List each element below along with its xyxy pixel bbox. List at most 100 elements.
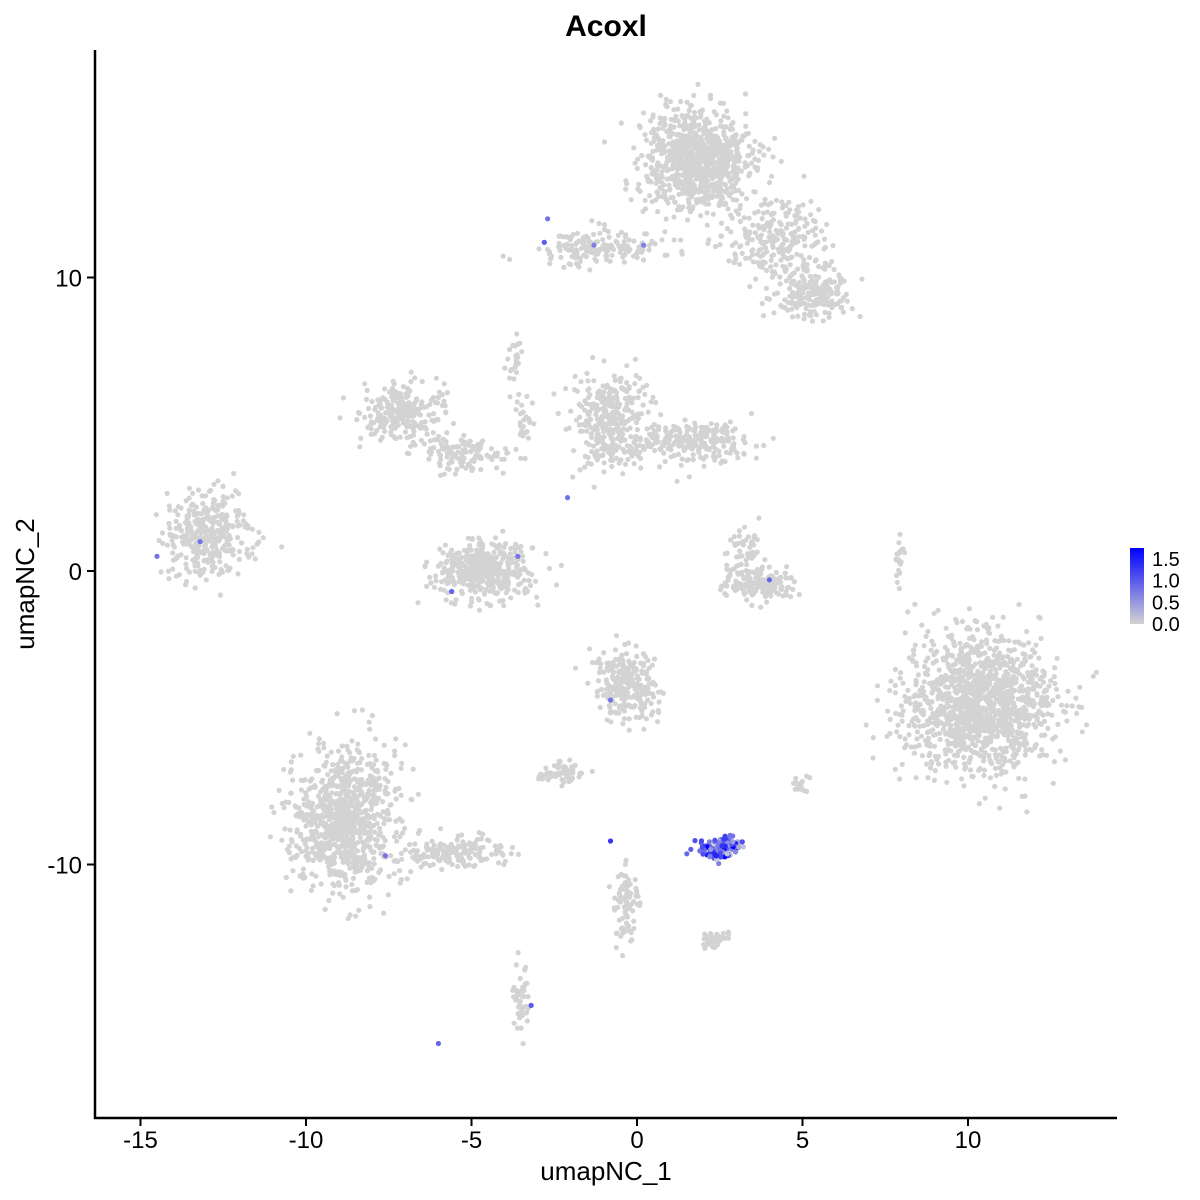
cell-point (772, 271, 778, 277)
cell-point (943, 691, 949, 697)
cell-point (936, 667, 942, 673)
cell-point (638, 465, 644, 471)
cell-point (589, 449, 595, 455)
cell-point (621, 259, 628, 265)
cell-point (183, 561, 189, 567)
cell-point (1050, 736, 1056, 742)
cell-point (981, 754, 987, 761)
cell-point (840, 309, 847, 315)
cell-point (874, 683, 881, 689)
cell-point (733, 168, 739, 174)
cell-point (236, 556, 242, 563)
cell-point (566, 425, 572, 431)
cell-point (998, 771, 1004, 777)
cell-point (719, 435, 725, 441)
cell-point (646, 440, 652, 446)
cell-point (696, 127, 703, 133)
cell-point (1037, 753, 1043, 759)
cell-point (749, 540, 755, 546)
cell-point (968, 668, 974, 674)
cell-point (478, 455, 484, 461)
cell-point (449, 568, 455, 574)
cell-point (672, 179, 678, 185)
cell-point (822, 289, 829, 295)
cell-point (456, 550, 462, 556)
cell-point (471, 457, 477, 463)
cell-point (998, 661, 1004, 667)
cell-point (1037, 676, 1043, 682)
cell-point (749, 602, 755, 609)
cell-point (943, 625, 949, 631)
cell-point (545, 246, 551, 253)
cell-point (782, 570, 788, 577)
cell-point (834, 288, 840, 294)
cell-point (777, 281, 783, 287)
cell-point (738, 582, 744, 589)
cell-point (750, 222, 756, 228)
cell-point (952, 759, 958, 765)
cell-point (785, 307, 791, 313)
cell-point (915, 672, 922, 678)
cell-point (766, 180, 773, 186)
cell-point (691, 119, 697, 126)
cell-point (684, 428, 690, 434)
cell-point (962, 643, 968, 649)
cell-point (739, 191, 745, 197)
cell-point (164, 542, 171, 548)
cell-point (1028, 679, 1034, 686)
cell-point (653, 197, 659, 203)
cell-point (393, 435, 399, 442)
cell-point (693, 115, 699, 121)
cell-point (165, 568, 171, 574)
cell-point (795, 266, 801, 272)
cell-point (977, 725, 983, 731)
cell-point (279, 544, 285, 550)
cell-point (669, 176, 675, 182)
cell-point (829, 305, 835, 311)
cell-point (796, 591, 802, 598)
cell-point (724, 226, 731, 232)
cell-point (724, 583, 730, 589)
cell-point (728, 446, 735, 452)
cell-point (762, 196, 768, 202)
cell-point (841, 278, 847, 284)
cell-point (182, 533, 188, 539)
cell-point (715, 140, 721, 146)
cell-point (726, 438, 732, 444)
cell-point (694, 155, 700, 161)
cell-point (763, 285, 770, 291)
cell-point (657, 185, 663, 191)
cell-point (642, 132, 648, 138)
cell-point (690, 452, 696, 458)
cell-point (718, 146, 725, 152)
cell-point (766, 234, 772, 240)
cell-point (427, 574, 433, 581)
cell-point (790, 236, 797, 242)
cell-point (412, 442, 418, 448)
cell-point (349, 881, 355, 888)
cell-point (226, 536, 232, 543)
cell-point (376, 775, 382, 781)
cell-point (628, 197, 634, 203)
cell-point (927, 765, 934, 771)
cell-point (574, 230, 581, 236)
cell-point (754, 549, 760, 555)
cell-point (422, 563, 428, 569)
cell-point (708, 421, 714, 427)
cell-point (921, 643, 927, 649)
cell-point (698, 180, 705, 186)
cell-point (364, 387, 370, 393)
cell-point (458, 588, 464, 594)
cell-point (741, 587, 747, 594)
cell-point (672, 199, 678, 205)
cell-point (558, 562, 565, 569)
cell-point (755, 222, 761, 228)
cell-point (730, 156, 736, 162)
cell-point (925, 628, 931, 635)
cell-point (793, 293, 799, 299)
cell-point (695, 447, 702, 453)
cell-point (802, 243, 808, 249)
cell-point (939, 720, 945, 726)
cell-point (900, 680, 906, 686)
cell-point (814, 301, 820, 307)
